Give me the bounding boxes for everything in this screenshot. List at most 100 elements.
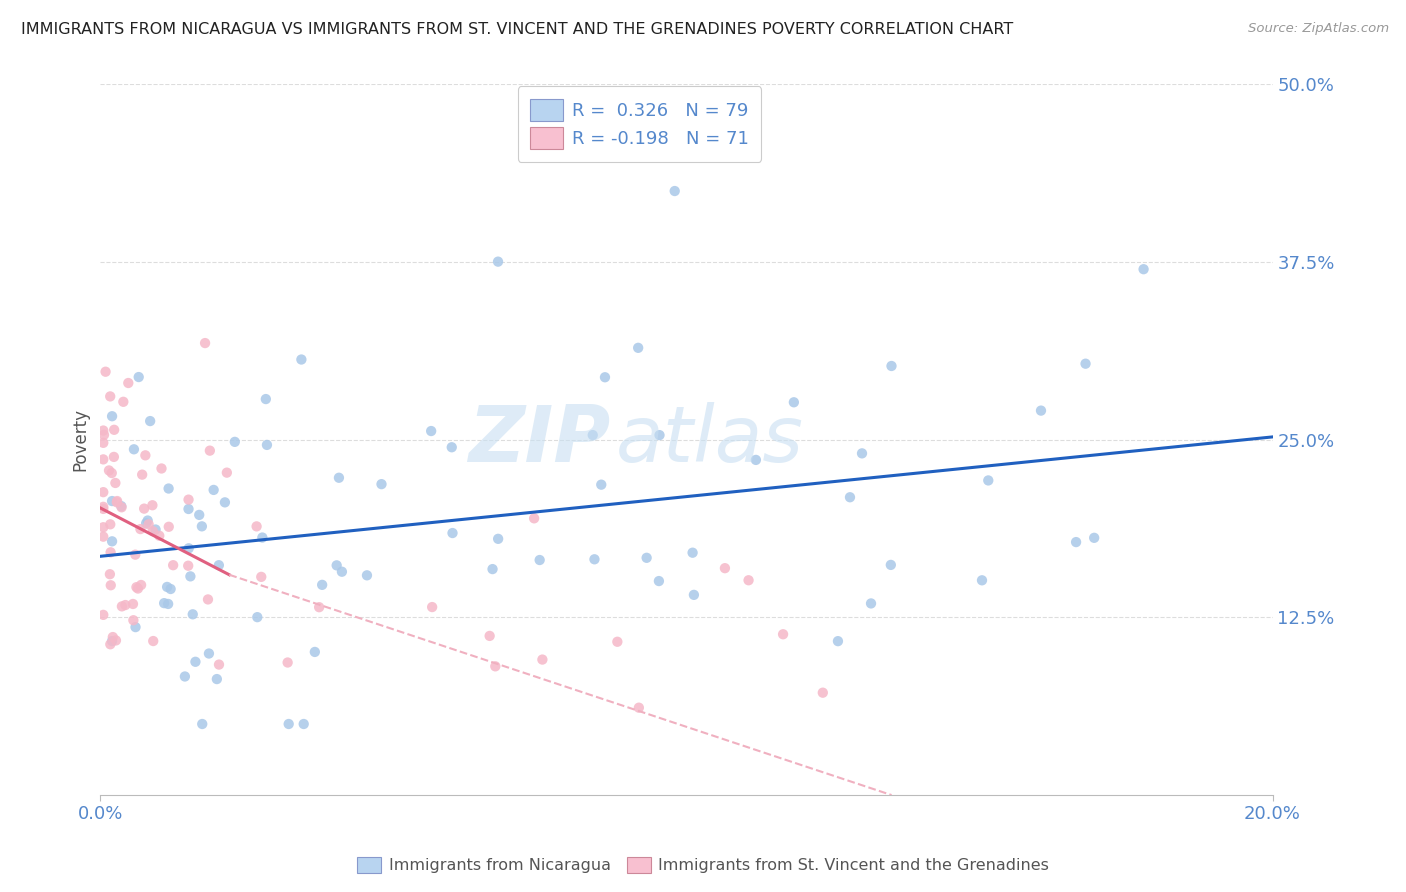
- Point: [606, 634, 628, 648]
- Point: [370, 477, 392, 491]
- Point: [157, 520, 180, 534]
- Point: [110, 500, 132, 515]
- Text: atlas: atlas: [616, 401, 804, 478]
- Point: [441, 526, 464, 541]
- Point: [420, 424, 443, 438]
- Point: [98, 517, 121, 532]
- Point: [593, 370, 616, 384]
- Point: [683, 588, 706, 602]
- Point: [101, 534, 124, 549]
- Point: [145, 523, 167, 537]
- Point: [124, 548, 146, 562]
- Point: [208, 657, 231, 672]
- Point: [134, 501, 156, 516]
- Legend: R =  0.326   N = 79, R = -0.198   N = 71: R = 0.326 N = 79, R = -0.198 N = 71: [517, 87, 762, 162]
- Point: [135, 516, 157, 531]
- Point: [250, 570, 273, 584]
- Point: [98, 463, 121, 477]
- Point: [682, 546, 704, 560]
- Point: [714, 561, 737, 575]
- Point: [179, 569, 201, 583]
- Point: [136, 514, 159, 528]
- Point: [150, 461, 173, 475]
- Point: [134, 448, 156, 462]
- Point: [783, 395, 806, 409]
- Point: [330, 565, 353, 579]
- Point: [277, 717, 299, 731]
- Point: [91, 485, 114, 500]
- Point: [977, 474, 1000, 488]
- Point: [129, 578, 152, 592]
- Point: [174, 669, 197, 683]
- Point: [141, 498, 163, 512]
- Point: [98, 637, 121, 651]
- Point: [486, 254, 509, 268]
- Point: [583, 552, 606, 566]
- Point: [202, 483, 225, 497]
- Text: IMMIGRANTS FROM NICARAGUA VS IMMIGRANTS FROM ST. VINCENT AND THE GRENADINES POVE: IMMIGRANTS FROM NICARAGUA VS IMMIGRANTS …: [21, 22, 1014, 37]
- Point: [129, 522, 152, 536]
- Point: [127, 582, 149, 596]
- Point: [91, 502, 114, 516]
- Point: [142, 524, 165, 539]
- Point: [159, 582, 181, 596]
- Point: [100, 578, 122, 592]
- Point: [252, 531, 274, 545]
- Point: [582, 428, 605, 442]
- Point: [198, 647, 221, 661]
- Point: [484, 659, 506, 673]
- Point: [827, 634, 849, 648]
- Point: [664, 184, 686, 198]
- Point: [880, 558, 903, 572]
- Point: [1029, 403, 1052, 417]
- Point: [157, 482, 180, 496]
- Point: [304, 645, 326, 659]
- Point: [103, 423, 125, 437]
- Point: [1132, 262, 1154, 277]
- Point: [148, 529, 170, 543]
- Point: [627, 700, 650, 714]
- Point: [191, 717, 214, 731]
- Point: [198, 443, 221, 458]
- Point: [839, 490, 862, 504]
- Point: [478, 629, 501, 643]
- Point: [325, 558, 347, 573]
- Point: [254, 392, 277, 406]
- Point: [101, 630, 124, 644]
- Point: [311, 578, 333, 592]
- Point: [101, 634, 124, 648]
- Point: [214, 495, 236, 509]
- Point: [523, 511, 546, 525]
- Y-axis label: Poverty: Poverty: [72, 409, 89, 471]
- Point: [737, 574, 759, 588]
- Point: [93, 427, 115, 442]
- Point: [131, 467, 153, 482]
- Point: [122, 442, 145, 457]
- Text: Source: ZipAtlas.com: Source: ZipAtlas.com: [1249, 22, 1389, 36]
- Point: [880, 359, 903, 373]
- Point: [529, 553, 551, 567]
- Point: [114, 598, 136, 612]
- Point: [101, 409, 124, 424]
- Point: [208, 558, 231, 573]
- Text: ZIP: ZIP: [468, 401, 610, 478]
- Point: [420, 600, 443, 615]
- Point: [122, 597, 145, 611]
- Point: [481, 562, 503, 576]
- Point: [177, 558, 200, 573]
- Point: [91, 500, 114, 514]
- Point: [191, 519, 214, 533]
- Point: [177, 502, 200, 516]
- Point: [138, 517, 160, 532]
- Point: [308, 600, 330, 615]
- Point: [356, 568, 378, 582]
- Point: [112, 394, 135, 409]
- Point: [105, 494, 128, 508]
- Point: [851, 446, 873, 460]
- Point: [122, 613, 145, 627]
- Point: [101, 494, 124, 508]
- Point: [1083, 531, 1105, 545]
- Point: [328, 471, 350, 485]
- Point: [246, 519, 269, 533]
- Point: [91, 424, 114, 438]
